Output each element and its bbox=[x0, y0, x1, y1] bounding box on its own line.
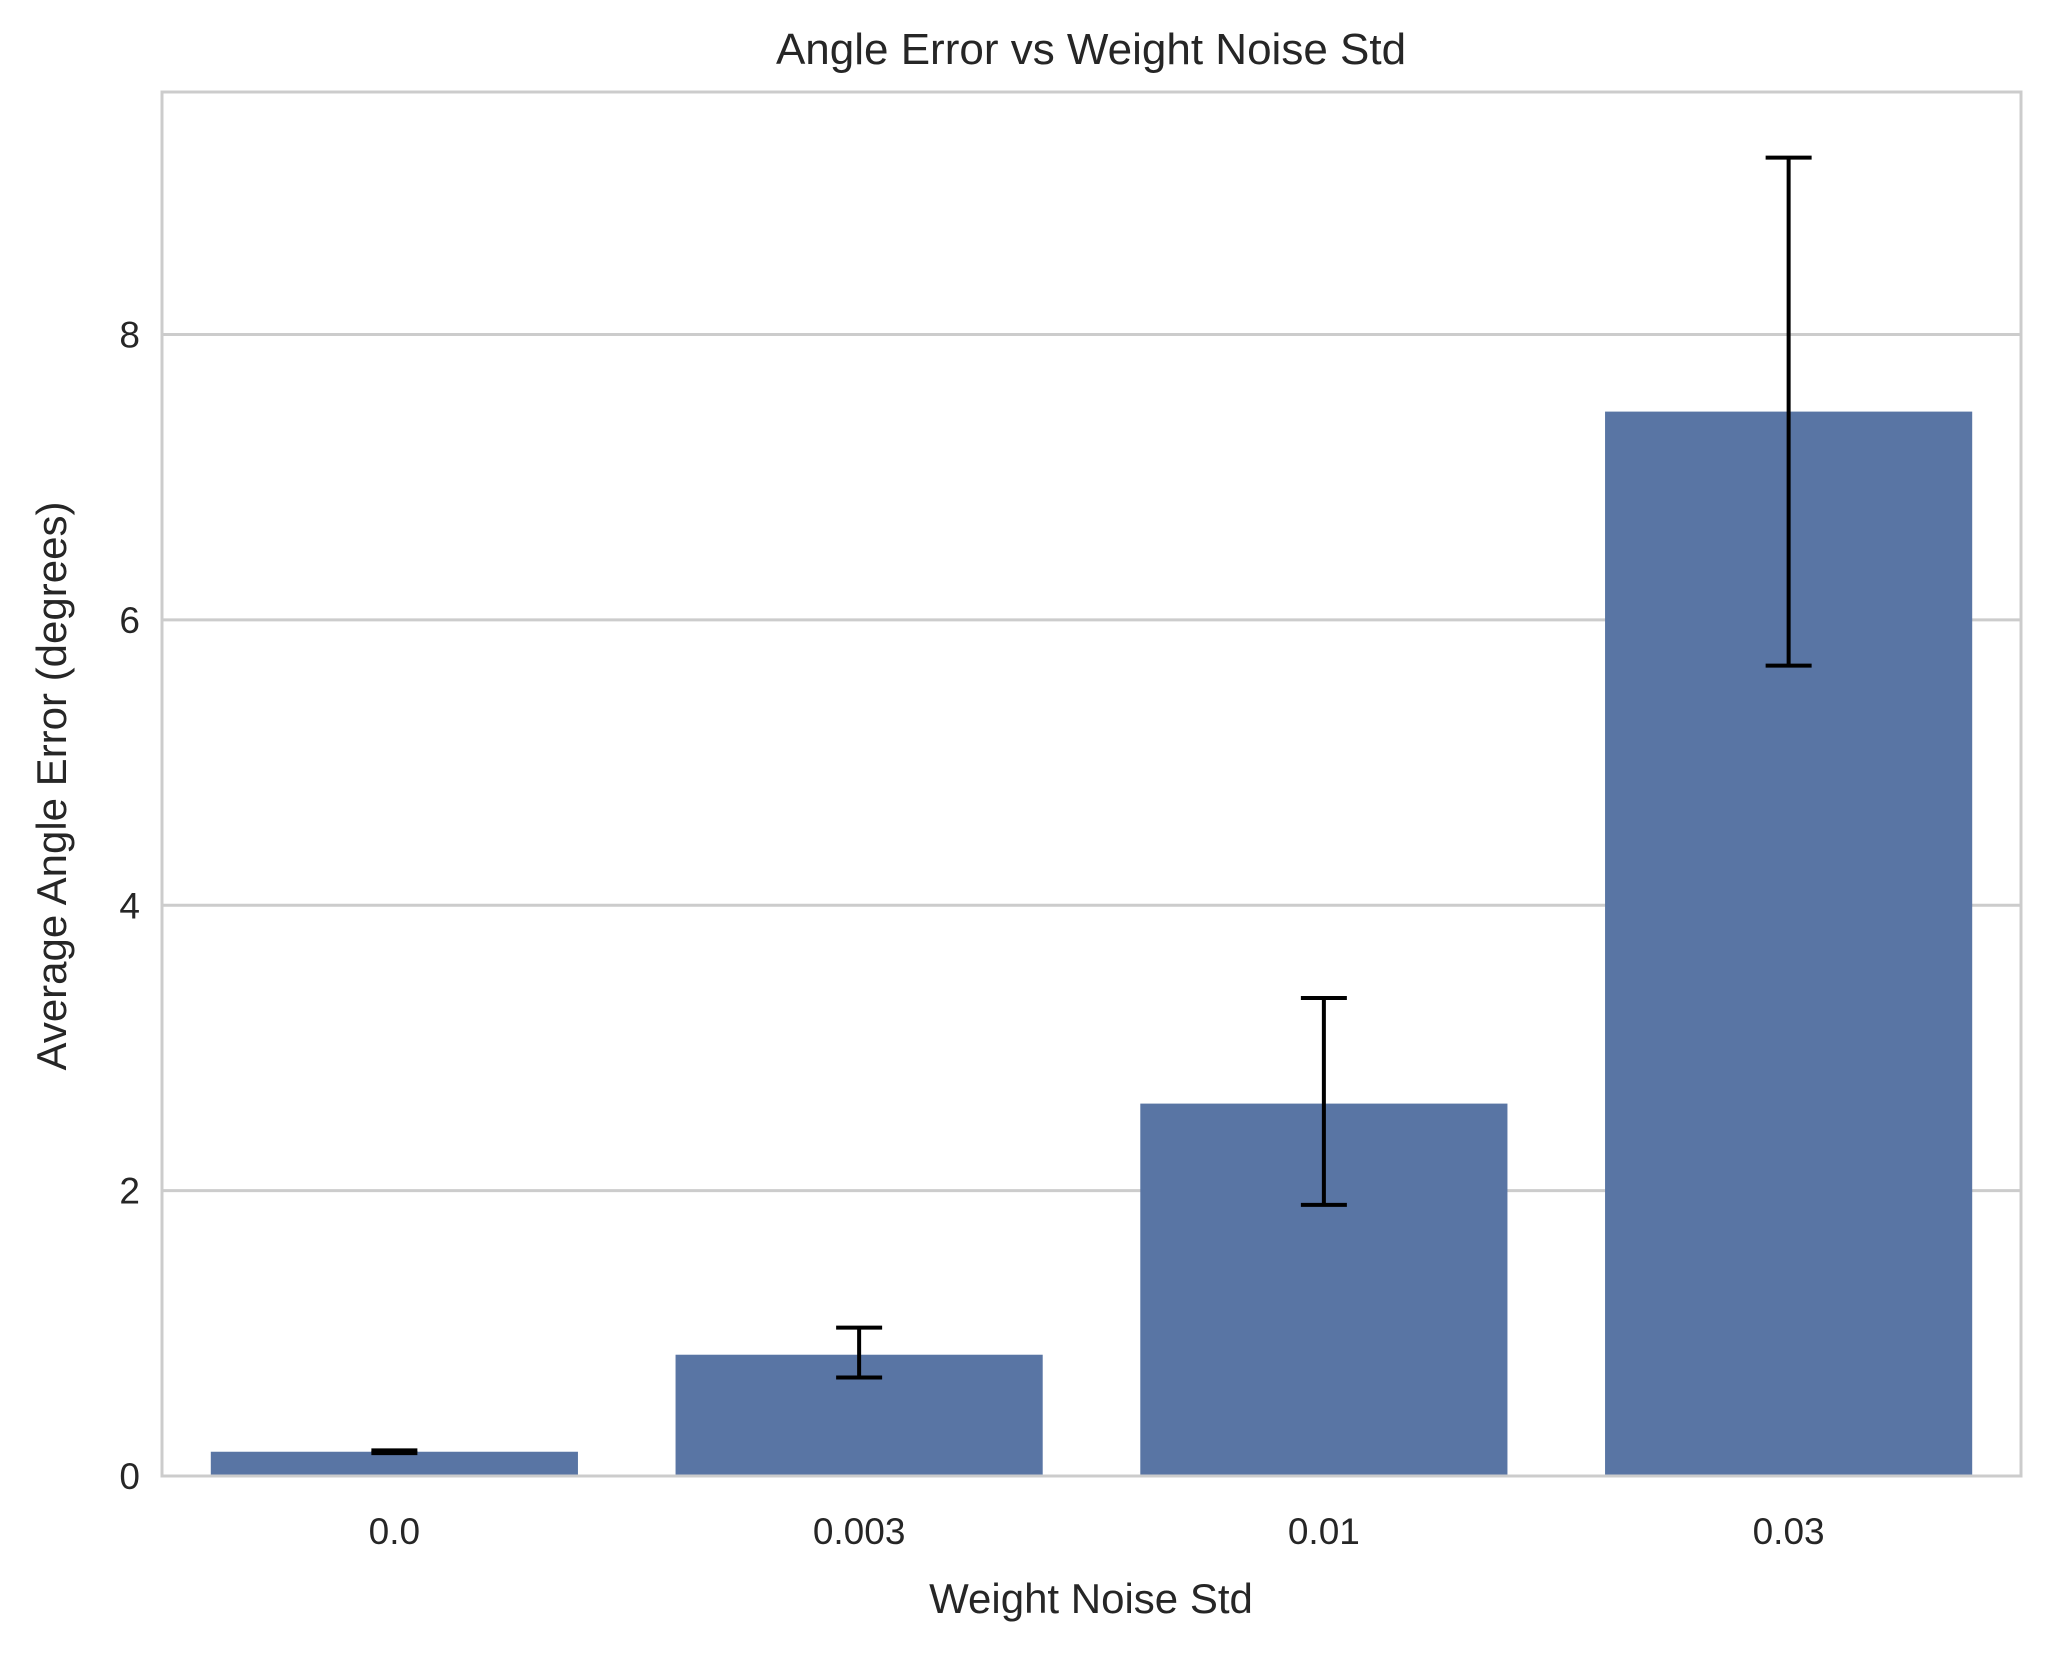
error-bar bbox=[371, 1448, 418, 1456]
error-bars bbox=[371, 155, 1812, 1456]
y-tick-label: 4 bbox=[119, 885, 140, 926]
x-tick-label: 0.0 bbox=[369, 1511, 420, 1552]
y-tick-label: 0 bbox=[119, 1456, 140, 1497]
x-tick-label: 0.003 bbox=[813, 1511, 906, 1552]
error-bar bbox=[836, 1325, 883, 1380]
x-tick-label: 0.03 bbox=[1753, 1511, 1825, 1552]
x-tick-label: 0.01 bbox=[1288, 1511, 1360, 1552]
y-tick-label: 2 bbox=[119, 1171, 140, 1212]
chart-title: Angle Error vs Weight Noise Std bbox=[776, 25, 1406, 74]
x-tick-labels: 0.0 0.003 0.01 0.03 bbox=[369, 1511, 1825, 1552]
y-axis-label: Average Angle Error (degrees) bbox=[28, 502, 75, 1071]
bar bbox=[210, 1451, 578, 1476]
error-bar bbox=[1765, 155, 1812, 668]
y-tick-label: 6 bbox=[119, 600, 140, 641]
error-bar bbox=[1300, 996, 1347, 1207]
y-tick-label: 8 bbox=[119, 315, 140, 356]
y-tick-labels: 0 2 4 6 8 bbox=[119, 315, 140, 1497]
plot-frame bbox=[160, 90, 2023, 1478]
x-axis-label: Weight Noise Std bbox=[929, 1575, 1253, 1622]
